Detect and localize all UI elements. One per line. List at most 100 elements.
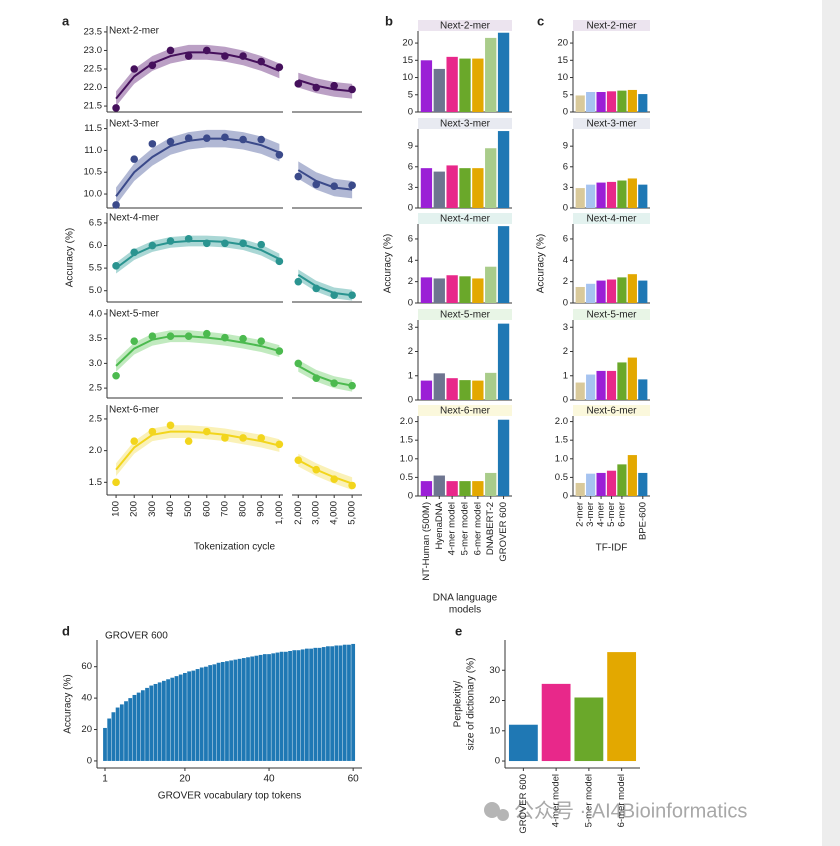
bar <box>638 184 648 208</box>
fit-line <box>297 79 353 93</box>
bar <box>161 680 166 761</box>
x-tick-label: 1 <box>102 774 108 785</box>
bar <box>258 654 263 761</box>
y-tick-label: 21.5 <box>84 101 103 112</box>
y-tick-label: 0 <box>408 395 413 406</box>
bar <box>204 666 208 761</box>
bar <box>279 651 284 761</box>
bar <box>178 674 183 761</box>
x-tick-label: BPE-600 <box>637 502 648 540</box>
bar <box>459 276 471 303</box>
bar <box>132 694 137 761</box>
data-point <box>130 65 139 73</box>
bar <box>497 32 510 112</box>
bar <box>586 473 596 496</box>
strip <box>573 213 650 224</box>
bar <box>229 660 234 761</box>
data-point <box>239 239 247 248</box>
bar <box>420 60 433 112</box>
bar <box>606 91 617 112</box>
bar <box>107 718 112 761</box>
y-tick-label: 6 <box>408 161 413 172</box>
strip <box>573 118 650 129</box>
data-point <box>257 240 266 249</box>
y-tick-label: 1.5 <box>400 435 413 446</box>
y-tick-label: 1.5 <box>555 435 568 446</box>
bar <box>250 656 255 761</box>
bar <box>508 724 538 762</box>
fit-line <box>115 430 280 471</box>
y-tick-label: 15 <box>402 55 413 66</box>
data-point <box>275 440 284 449</box>
bar <box>596 472 606 496</box>
y-tick-label: 3 <box>563 182 568 193</box>
y-tick-label: 0 <box>563 203 568 214</box>
bar <box>596 280 606 303</box>
bar <box>596 182 606 208</box>
chart-title: Next-5-mer <box>109 309 160 320</box>
fit-line <box>115 335 280 367</box>
y-tick-label: 40 <box>81 693 92 704</box>
bar <box>433 171 445 208</box>
data-point <box>112 104 120 112</box>
y-tick-label: 0 <box>563 107 568 118</box>
bar <box>586 283 596 303</box>
x-tick-label: 5,000 <box>347 501 358 525</box>
data-point <box>221 239 229 248</box>
data-point <box>239 434 247 442</box>
bar <box>433 68 445 112</box>
y-tick-label: 0 <box>495 756 500 767</box>
data-point <box>166 421 175 430</box>
data-point <box>275 150 284 159</box>
y-tick-label: 2.0 <box>400 416 413 427</box>
fit-line <box>115 240 280 269</box>
bar <box>309 648 313 761</box>
x-tick-label: 6-mer model <box>616 774 627 827</box>
bar <box>183 672 187 761</box>
bar <box>283 651 288 761</box>
y-tick-label: 6.0 <box>89 240 102 251</box>
data-point <box>202 427 211 436</box>
y-tick-label: 6.5 <box>89 217 102 228</box>
chart-title: Next-2-mer <box>109 26 160 37</box>
bar <box>317 647 322 761</box>
bar <box>254 655 259 761</box>
x-axis-label: DNA language <box>433 593 498 604</box>
bar <box>296 650 301 761</box>
bar <box>347 644 351 761</box>
data-point <box>202 134 211 142</box>
bar <box>638 472 648 496</box>
y-tick-label: 11.5 <box>84 123 102 134</box>
y-tick-label: 1.0 <box>555 453 568 464</box>
y-tick-label: 5 <box>563 89 568 100</box>
bar <box>497 419 510 496</box>
y-tick-label: 6 <box>408 233 413 244</box>
bar <box>136 692 141 761</box>
bar <box>321 647 326 761</box>
chart-title: Next-4-mer <box>440 214 491 225</box>
x-axis-label: GROVER vocabulary top tokens <box>158 791 301 802</box>
panel-letter: e <box>455 623 462 638</box>
chart-title: Next-5-mer <box>440 310 491 321</box>
bar <box>472 278 484 303</box>
panel-letter: b <box>385 13 393 28</box>
data-point <box>221 333 229 342</box>
y-axis-label: Perplexity/ <box>453 680 464 727</box>
bar <box>140 690 145 761</box>
bar <box>459 168 471 208</box>
chart-title: Next-6-mer <box>586 406 637 417</box>
bar <box>446 275 458 303</box>
data-point <box>294 277 303 286</box>
y-tick-label: 3 <box>408 182 413 193</box>
y-tick-label: 2 <box>563 276 568 287</box>
bar <box>334 645 339 761</box>
y-tick-label: 10 <box>489 725 500 736</box>
y-tick-label: 20 <box>489 695 500 706</box>
watermark: 公众号 · AI4Bioinformatics <box>514 799 747 822</box>
y-tick-label: 2.5 <box>89 413 102 424</box>
x-tick-label: 5-mer <box>606 502 617 527</box>
bar <box>575 188 585 208</box>
bar <box>627 89 637 112</box>
y-tick-label: 4 <box>408 255 413 266</box>
side-strip <box>822 0 840 846</box>
